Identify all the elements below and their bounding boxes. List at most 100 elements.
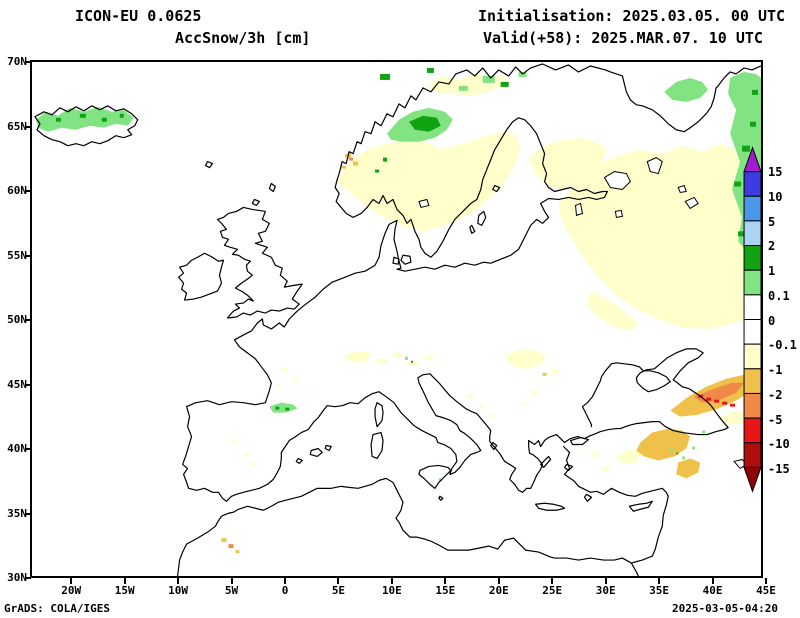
lat-label: 35N (7, 506, 27, 520)
coastline-britain (217, 207, 302, 318)
snow-patch (616, 448, 643, 465)
snow-patch (235, 550, 240, 554)
snow-patch (221, 538, 227, 543)
colorbar-label: 10 (768, 189, 783, 204)
lon-tick (765, 578, 767, 584)
lake-vanern (419, 199, 429, 207)
lon-tick (390, 578, 393, 584)
colorbar-segment (743, 245, 761, 271)
snow-patch (79, 113, 86, 118)
island-corfu (491, 443, 497, 450)
colorbar-segment (743, 171, 761, 197)
island-corsica (375, 403, 383, 427)
snow-patch (243, 452, 249, 456)
snow-patch (55, 117, 61, 122)
lat-label: 50N (7, 313, 27, 326)
map-frame (30, 60, 763, 578)
snow-patch (119, 113, 124, 118)
colorbar-label: -5 (768, 412, 783, 427)
lat-tick (25, 448, 31, 450)
island-sardinia (371, 433, 383, 459)
snow-patch (714, 399, 720, 403)
snow-patch (35, 106, 134, 132)
snow-patch (676, 452, 679, 455)
lon-tick (337, 578, 340, 584)
colorbar-label: 1 (768, 264, 776, 278)
snow-patch (101, 117, 107, 122)
lon-tick (284, 578, 286, 584)
lat-tick (25, 577, 31, 579)
lon-tick (230, 578, 233, 584)
snow-patch (393, 352, 402, 358)
island-funen (393, 257, 399, 264)
colorbar-segment (743, 269, 761, 296)
snow-patch (488, 414, 494, 418)
lon-label: 45E (756, 584, 776, 597)
creation-timestamp: 2025-03-05-04:20 (672, 602, 778, 615)
lat-label: 30N (7, 571, 27, 584)
lon-tick (551, 578, 554, 584)
snow-patch (720, 410, 751, 425)
snow-patch (590, 452, 599, 458)
snow-patch (702, 430, 706, 434)
lake-ladoga (604, 172, 630, 190)
snow-patch (383, 157, 388, 162)
snow-patch (750, 121, 757, 127)
snow-patch (734, 181, 742, 187)
colorbar (743, 146, 761, 493)
lon-label: 20W (61, 584, 82, 597)
snow-patch (542, 372, 547, 376)
lat-label: 55N (7, 248, 27, 262)
colorbar-segment (743, 195, 761, 222)
lake-peipus (576, 203, 583, 215)
lat-tick (25, 61, 31, 63)
lon-label: 10W (168, 584, 189, 597)
snow-patch (504, 348, 547, 369)
island-gotland (478, 211, 486, 225)
lon-label: 5W (224, 584, 239, 597)
snow-patch (676, 458, 701, 479)
colorbar-segment (743, 343, 761, 370)
snow-patch (377, 358, 388, 364)
colorbar-label: 2 (768, 239, 776, 254)
snow-patch (408, 360, 419, 366)
lon-tick (444, 578, 447, 584)
snow-patch (293, 376, 299, 381)
snow-patch (682, 456, 686, 460)
island-sicily (419, 465, 451, 488)
snow-patch (251, 462, 256, 466)
island-oland (470, 225, 475, 233)
snow-patch (337, 131, 521, 232)
snow-patch (636, 428, 691, 461)
snow-patch (269, 402, 298, 413)
coastline-eurasia (183, 64, 761, 501)
snow-patch (738, 231, 745, 237)
colorbar-segment (743, 220, 761, 247)
coastline-iceland (35, 106, 138, 146)
lat-label: 70N (7, 55, 27, 68)
lake-onega (647, 158, 662, 174)
lon-label: 35E (649, 584, 670, 597)
snow-patch (408, 115, 441, 132)
colorbar-segment (743, 294, 761, 320)
snow-patch (349, 157, 354, 161)
lon-tick (70, 578, 73, 584)
island-euboea (541, 456, 551, 467)
colorbar-label: 0 (768, 313, 776, 328)
colorbar-label: -2 (768, 387, 783, 402)
lon-label: 30E (595, 584, 616, 597)
snow-patch (353, 161, 359, 166)
variable-title: AccSnow/3h [cm] (175, 29, 311, 47)
island-orkney (252, 199, 259, 205)
snow-patch (550, 368, 559, 374)
map-canvas (32, 62, 761, 576)
island-zealand (401, 255, 411, 264)
snow-patch (281, 366, 288, 371)
init-time: Initialisation: 2025.03.05. 00 UTC (478, 7, 786, 25)
lakes-layer (419, 158, 747, 469)
grads-credit: GrADS: COLA/IGES (4, 602, 110, 615)
snow-patch (602, 466, 610, 471)
lat-tick (25, 190, 31, 192)
lon-label: 15E (435, 584, 456, 597)
lon-tick (711, 578, 714, 584)
